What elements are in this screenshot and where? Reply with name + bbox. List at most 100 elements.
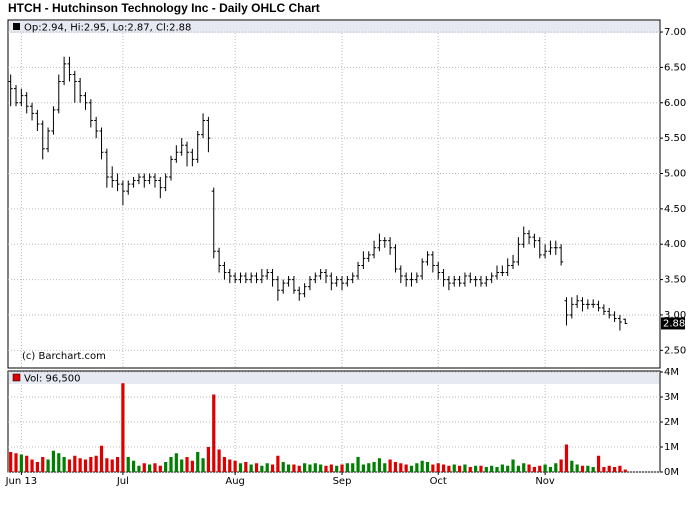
volume-bar xyxy=(506,465,510,472)
y-tick-label: 7.00 xyxy=(664,27,686,38)
ohlc-bar xyxy=(275,276,280,301)
volume-bar xyxy=(265,463,269,472)
ohlc-bar xyxy=(409,272,414,287)
ohlc-bar xyxy=(67,56,72,82)
ohlc-bar xyxy=(8,74,13,107)
ohlc-bar xyxy=(329,272,334,291)
ohlc-bar xyxy=(131,177,136,188)
ohlc-bar xyxy=(222,261,227,280)
ohlc-bar xyxy=(62,56,67,86)
volume-bar xyxy=(303,463,307,472)
volume-bar xyxy=(500,464,504,472)
ohlc-bar xyxy=(372,240,377,259)
volume-bar xyxy=(329,464,333,472)
volume-bar xyxy=(89,457,93,472)
y-tick-label: 5.00 xyxy=(664,168,686,179)
volume-bar xyxy=(351,463,355,472)
volume-bar xyxy=(260,465,264,472)
volume-bar xyxy=(142,463,146,472)
x-tick-label: Nov xyxy=(535,476,555,487)
volume-bar xyxy=(25,455,29,472)
volume-bar xyxy=(19,454,23,472)
volume-bar xyxy=(169,457,173,472)
ohlc-bar xyxy=(195,131,200,163)
volume-bar xyxy=(190,460,194,472)
volume-bar xyxy=(548,467,553,472)
volume-bar xyxy=(383,463,387,472)
ohlc-bar xyxy=(281,279,286,294)
ohlc-bar xyxy=(72,70,77,103)
ohlc-bar xyxy=(313,272,318,284)
y-tick-label: 4.50 xyxy=(664,204,686,215)
ohlc-bar xyxy=(388,237,393,255)
volume-bar xyxy=(83,459,88,472)
ohlc-bar xyxy=(265,268,270,280)
volume-bar xyxy=(249,464,253,472)
ohlc-bar xyxy=(436,261,441,280)
ohlc-bar xyxy=(564,297,569,326)
ohlc-bar xyxy=(238,272,243,284)
volume-bar xyxy=(586,465,590,472)
volume-bar xyxy=(281,462,285,472)
volume-bar xyxy=(377,458,382,472)
ohlc-bar xyxy=(361,251,366,269)
volume-bar xyxy=(340,464,344,472)
volume-bar xyxy=(596,455,601,472)
ohlc-bar xyxy=(206,116,211,153)
volume-bar xyxy=(511,459,515,472)
ohlc-bar xyxy=(511,254,516,269)
ohlc-bar xyxy=(83,92,88,110)
ohlc-bar xyxy=(297,286,302,301)
volume-bar xyxy=(361,464,365,472)
volume-bar xyxy=(484,467,488,472)
ohlc-bar xyxy=(425,251,430,266)
volume-bar xyxy=(148,464,152,472)
volume-bar xyxy=(425,462,430,472)
volume-bar xyxy=(623,469,627,472)
volume-bar xyxy=(196,452,200,472)
ohlc-bar xyxy=(484,276,489,287)
volume-bar xyxy=(238,463,243,472)
ohlc-bar xyxy=(30,102,35,121)
volume-bar xyxy=(78,458,82,472)
volume-bar xyxy=(286,464,291,472)
ohlc-bar xyxy=(217,247,222,273)
volume-bar xyxy=(431,464,435,472)
ohlc-bar xyxy=(500,265,505,277)
volume-bar xyxy=(217,449,221,472)
ohlc-bar xyxy=(40,120,45,160)
volume-bar xyxy=(137,465,141,472)
y-tick-label: 5.50 xyxy=(664,133,686,144)
x-tick-label: Jun 13 xyxy=(5,476,38,487)
ohlc-bar xyxy=(553,240,558,255)
volume-bar xyxy=(62,457,66,472)
ohlc-bar xyxy=(249,272,254,284)
volume-tick-label: 3M xyxy=(664,392,679,403)
ohlc-bar xyxy=(136,173,141,185)
volume-bar xyxy=(201,458,205,472)
volume-bar xyxy=(126,457,130,472)
volume-bar xyxy=(527,464,531,472)
volume-bar xyxy=(99,445,104,472)
volume-bar xyxy=(367,463,371,472)
volume-bar xyxy=(319,464,323,472)
volume-panel xyxy=(7,370,661,473)
volume-bar xyxy=(270,464,275,472)
ohlc-bar xyxy=(179,138,184,156)
ohlc-bar xyxy=(575,295,580,308)
ohlc-bar xyxy=(559,244,564,266)
ohlc-bar xyxy=(612,311,617,323)
volume-bar xyxy=(73,455,77,472)
ohlc-bar xyxy=(591,299,596,308)
volume-tick-label: 0M xyxy=(664,467,679,478)
ohlc-bar xyxy=(115,173,120,192)
volume-bar xyxy=(115,457,120,472)
volume-bar xyxy=(131,460,136,472)
volume-bar xyxy=(110,459,114,472)
legend-band xyxy=(9,21,659,33)
ohlc-bar xyxy=(430,251,435,273)
volume-tick-label: 4M xyxy=(664,367,679,378)
volume-tick-label: 2M xyxy=(664,417,679,428)
volume-bar xyxy=(447,465,451,472)
volume-bar xyxy=(618,465,622,472)
